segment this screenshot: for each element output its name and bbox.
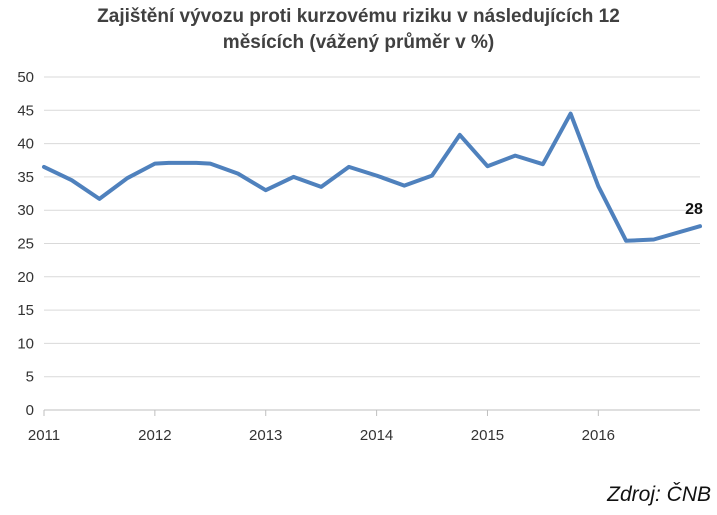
y-tick-label: 30 [17,202,34,219]
grid-lines [44,76,700,378]
data-point [264,188,268,192]
data-point [347,165,351,169]
chart-title: Zajištění vývozu proti kurzovému riziku … [0,4,717,56]
data-point [375,174,379,178]
data-point [319,185,323,189]
data-point [652,238,656,242]
data-point [624,239,628,243]
data-point [569,112,573,116]
data-point [97,197,101,201]
data-point [402,184,406,188]
y-tick-label: 15 [17,302,34,319]
y-tick-label: 35 [17,169,34,186]
data-point [153,162,157,166]
y-tick-label: 20 [17,269,34,286]
data-point [485,164,489,168]
data-series [42,111,702,243]
x-axis-tick-labels: 2011 2012 2013 2014 2015 2016 [28,427,615,444]
chart-title-line-2: měsících (vážený průměr v %) [222,32,495,53]
data-point [167,161,171,165]
y-tick-label: 25 [17,236,34,253]
data-point [42,165,46,169]
data-point [208,162,212,166]
data-point [181,161,185,165]
data-point [458,133,462,137]
data-point [194,161,198,165]
y-tick-label: 45 [17,102,34,119]
data-point [236,172,240,176]
data-point [698,224,702,228]
end-value-label: 28 [685,201,703,218]
data-point [513,154,517,158]
x-tick-label: 2013 [249,427,282,444]
axes [43,409,700,416]
y-tick-label: 5 [26,369,34,386]
data-labels: 28 [685,201,703,218]
x-tick-label: 2015 [471,427,504,444]
data-point [596,184,600,188]
x-tick-label: 2014 [360,427,393,444]
data-point [125,176,129,180]
y-tick-label: 0 [26,402,34,419]
series-line [42,111,702,243]
y-axis-tick-labels: 0 5 10 15 20 25 30 35 40 45 50 [17,69,34,419]
data-point [70,178,74,182]
data-point [541,162,545,166]
y-tick-label: 10 [17,335,34,352]
x-tick-label: 2011 [28,427,60,444]
y-tick-label: 40 [17,136,34,153]
data-point [291,175,295,179]
y-tick-label: 50 [17,69,34,86]
x-tick-label: 2016 [582,427,615,444]
chart-title-line-1: Zajištění vývozu proti kurzovému riziku … [97,6,620,27]
source-note: Zdroj: ČNB [607,483,711,506]
x-tick-label: 2012 [138,427,171,444]
data-point [430,174,434,178]
